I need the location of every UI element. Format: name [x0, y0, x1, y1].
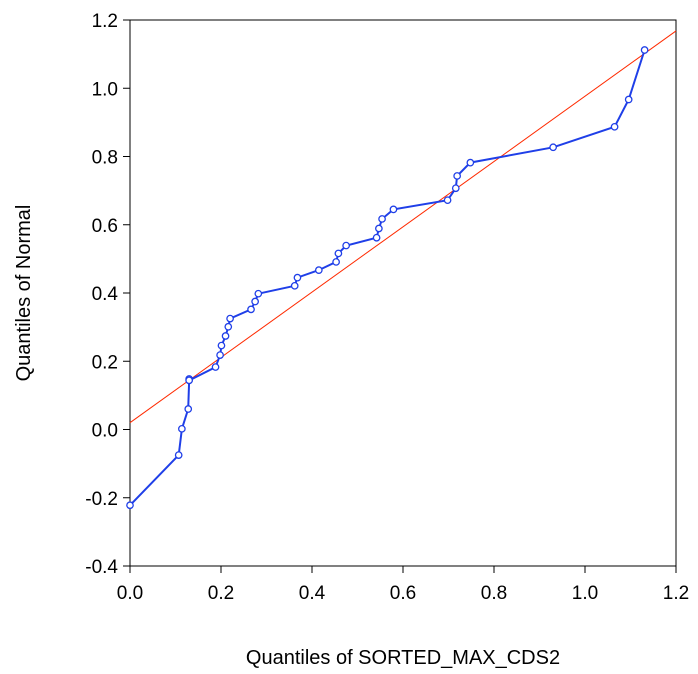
y-tick-label: 0.2 — [92, 352, 118, 373]
y-tick-label: 1.0 — [92, 79, 118, 100]
data-point — [389, 205, 398, 214]
data-point — [640, 46, 649, 54]
data-point — [226, 314, 234, 323]
y-tick-label: 0.4 — [92, 284, 119, 305]
y-tick-label: -0.2 — [85, 489, 118, 510]
y-axis-title: Quantiles of Normal — [13, 205, 35, 382]
y-tick-label: 0.6 — [92, 216, 118, 237]
data-point — [178, 424, 186, 433]
data-point — [247, 305, 255, 314]
data-point — [624, 95, 633, 104]
plot-frame — [129, 19, 677, 567]
x-tick-label: 0.6 — [390, 583, 416, 604]
data-point — [224, 322, 233, 331]
x-tick-label: 1.0 — [572, 583, 598, 604]
data-point — [375, 224, 383, 233]
data-point — [443, 196, 452, 205]
data-point — [185, 376, 193, 385]
data-point — [549, 143, 558, 152]
data-point — [293, 273, 302, 282]
data-point — [610, 122, 619, 131]
data-point — [290, 281, 299, 290]
data-point — [453, 172, 461, 180]
data-point — [332, 258, 340, 266]
data-point — [314, 266, 323, 274]
x-tick-label: 0.0 — [117, 583, 143, 604]
data-point — [254, 289, 263, 298]
data-point — [216, 351, 224, 359]
data-point — [211, 363, 220, 371]
data-point — [334, 249, 343, 258]
quantile-line — [129, 49, 646, 506]
data-point — [251, 297, 259, 306]
x-axis-title: Quantiles of SORTED_MAX_CDS2 — [246, 647, 560, 669]
data-point — [342, 241, 350, 250]
data-point — [466, 158, 475, 167]
x-tick-label: 1.2 — [663, 583, 689, 604]
x-axis-ticks: 0.0 0.2 0.4 0.6 0.8 1.0 1.2 — [117, 566, 689, 604]
data-point — [126, 501, 134, 510]
series-layer — [126, 30, 677, 510]
y-axis-ticks: -0.4 -0.2 0.0 0.2 0.4 0.6 0.8 1.0 1.2 — [85, 11, 130, 578]
data-point — [451, 184, 460, 193]
reference-line — [129, 30, 677, 424]
x-tick-label: 0.2 — [208, 583, 234, 604]
data-point — [217, 341, 226, 350]
data-point — [184, 405, 193, 413]
y-tick-label: 0.0 — [92, 421, 118, 442]
y-tick-label: 0.8 — [92, 148, 118, 169]
data-point — [174, 451, 183, 459]
y-tick-label: 1.2 — [92, 11, 118, 32]
x-tick-label: 0.8 — [481, 583, 507, 604]
y-tick-label: -0.4 — [85, 557, 118, 578]
data-point — [378, 215, 386, 223]
x-tick-label: 0.4 — [299, 583, 326, 604]
data-point — [372, 233, 381, 242]
data-point — [221, 332, 230, 340]
